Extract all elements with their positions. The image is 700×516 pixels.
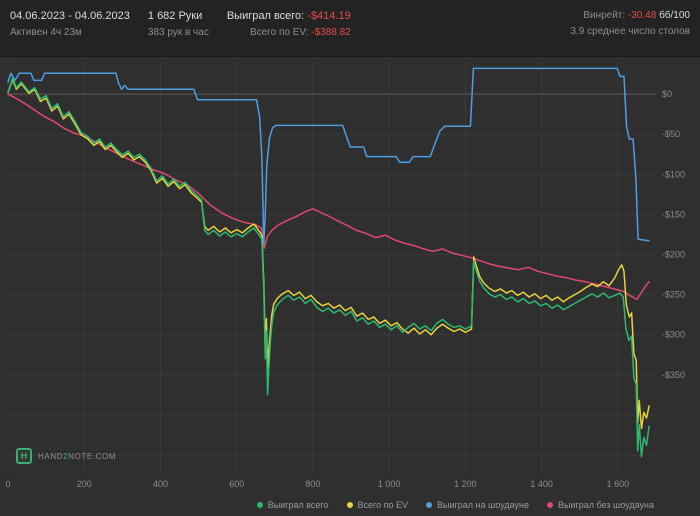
- legend-label-ev: Всего по EV: [357, 500, 409, 510]
- hands-count: 1 682 Руки: [147, 10, 203, 22]
- y-axis-label: -$250: [662, 290, 685, 300]
- legend-dot-total: [256, 502, 263, 508]
- ev-total-label: Всего по EV:: [249, 27, 312, 38]
- winrate-block: Винрейт: -30.48 бб/100 3.9 среднее число…: [570, 10, 690, 37]
- winrate-value: -30.48: [627, 10, 657, 21]
- session-header: 04.06.2023 - 04.06.2023 Активен 4ч 23м 1…: [0, 0, 700, 57]
- legend-label-showdown: Выиграл на шоудауне: [437, 500, 529, 510]
- legend-label-total: Выиграл всего: [267, 500, 329, 510]
- date-range[interactable]: 04.06.2023 - 04.06.2023: [10, 10, 130, 22]
- won-total-label: Выиграл всего:: [226, 10, 308, 22]
- legend-item-total[interactable]: Выиграл всего: [256, 500, 329, 510]
- won-total-value: -$414.19: [307, 10, 351, 22]
- legend-label-nonshowdown: Выиграл без шоудауна: [558, 500, 654, 510]
- y-axis-label: -$300: [662, 330, 685, 340]
- x-axis-label: 0: [5, 479, 10, 489]
- hand2note-logo: H HAND2NOTE.COM: [16, 448, 116, 464]
- x-axis-label: 400: [153, 479, 168, 489]
- series-line-ev: [7, 78, 650, 430]
- chart-legend: Выиграл всего Всего по EV Выиграл на шоуда…: [0, 494, 700, 516]
- y-axis-label: -$350: [662, 370, 685, 380]
- legend-item-nonshowdown[interactable]: Выиграл без шоудауна: [547, 500, 654, 510]
- x-axis-label: 800: [305, 479, 320, 489]
- series-line-nonshowdown: [7, 93, 650, 301]
- series-line-showdown: [7, 67, 650, 244]
- y-axis-label: -$150: [662, 209, 685, 219]
- winrate-label: Винрейт:: [583, 10, 628, 21]
- series-line-total: [7, 77, 650, 458]
- winnings-block: Выиграл всего: -$414.19 Всего по EV: -$3…: [227, 10, 351, 38]
- y-axis-label: -$200: [662, 249, 685, 259]
- legend-dot-showdown: [426, 502, 433, 508]
- avg-tables: 3.9 среднее число столов: [570, 26, 690, 37]
- ev-total-value: -$388.82: [311, 27, 351, 38]
- y-axis-label: -$100: [662, 169, 685, 179]
- hand2note-logo-icon: H: [16, 448, 32, 464]
- hand2note-logo-text: HAND2NOTE.COM: [38, 451, 117, 461]
- winrate-unit: бб/100: [656, 10, 690, 21]
- hands-per-hour: 383 рук в час: [147, 27, 209, 38]
- x-axis-label: 1 400: [530, 479, 553, 489]
- y-axis-label: $0: [662, 89, 672, 99]
- active-time: Активен 4ч 23м: [10, 27, 82, 38]
- legend-item-showdown[interactable]: Выиграл на шоудауне: [426, 500, 529, 510]
- hands-block: 1 682 Руки 383 рук в час: [148, 10, 209, 38]
- x-axis-label: 1 000: [378, 479, 401, 489]
- legend-dot-nonshowdown: [547, 502, 553, 508]
- winnings-graph: 0 200 400 600 800 1 000 1 200 1 400 1 600 $0 -$50 -…: [0, 57, 700, 494]
- chart-plot-area[interactable]: 0 200 400 600 800 1 000 1 200 1 400 1 600 $0 -$50 -…: [0, 57, 700, 494]
- x-axis-label: 1 200: [454, 479, 477, 489]
- legend-dot-ev: [346, 502, 353, 508]
- x-axis-label: 600: [229, 479, 244, 489]
- legend-item-ev[interactable]: Всего по EV: [346, 500, 409, 510]
- y-axis-label: -$50: [662, 129, 680, 139]
- date-block: 04.06.2023 - 04.06.2023 Активен 4ч 23м: [10, 10, 130, 38]
- x-axis-label: 1 600: [607, 479, 630, 489]
- x-axis-label: 200: [77, 479, 92, 489]
